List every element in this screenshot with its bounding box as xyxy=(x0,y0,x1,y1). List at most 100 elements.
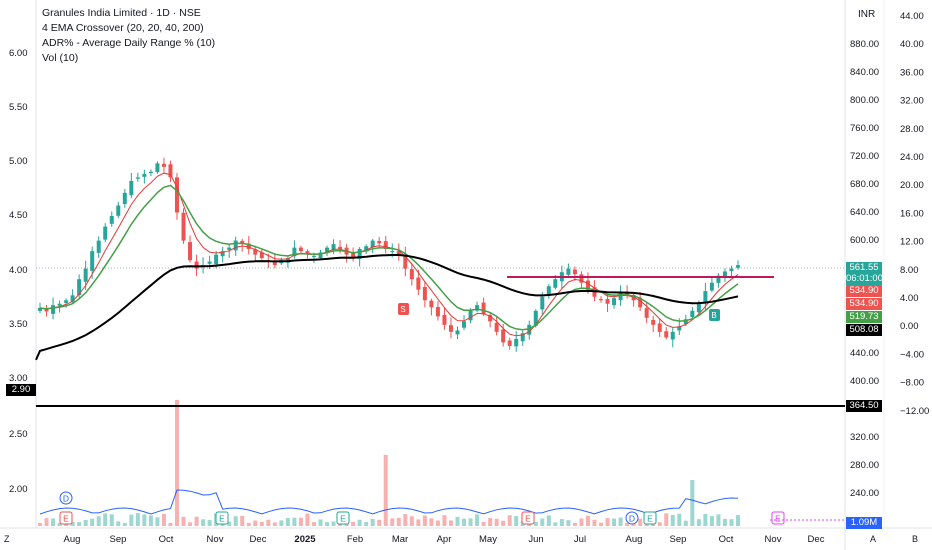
left-tick-label: 6.00 xyxy=(9,48,28,59)
timezone-button[interactable]: Z xyxy=(4,534,10,544)
volume-bar xyxy=(298,517,303,526)
price-tick-label: 320.00 xyxy=(850,432,879,443)
volume-bar xyxy=(716,514,721,526)
volume-bar xyxy=(429,518,434,526)
adr-tick-label: −12.00 xyxy=(900,406,929,417)
candle-body xyxy=(736,265,740,268)
symbol-title[interactable]: Granules India Limited · 1D · NSE xyxy=(42,7,201,19)
last-price-value: 561.55 xyxy=(849,262,879,273)
left-axis-value-tag: 2.90 xyxy=(6,384,36,396)
volume-bar xyxy=(559,519,564,526)
candle-body xyxy=(357,249,362,259)
volume-bar xyxy=(677,513,682,526)
volume-bar xyxy=(592,519,597,526)
price-tick-label: 800.00 xyxy=(850,95,879,106)
volume-bar xyxy=(194,516,199,526)
candle-body xyxy=(227,247,232,250)
candle-body xyxy=(709,282,714,291)
event-markers[interactable]: EDE E E D E E xyxy=(59,491,845,525)
volume-bar xyxy=(403,514,408,526)
earnings-marker xyxy=(336,511,350,525)
bar-countdown: 06:01:00 xyxy=(846,273,883,284)
candle-body xyxy=(44,309,49,312)
candle-body xyxy=(540,296,545,310)
candle-body xyxy=(188,242,193,261)
candle-body xyxy=(129,180,134,196)
candle-body xyxy=(390,251,395,253)
left-tick-label: 3.50 xyxy=(9,319,28,330)
volume-bar xyxy=(572,522,577,526)
volume-bar xyxy=(325,522,330,526)
adr-tick-label: 28.00 xyxy=(900,124,924,135)
candle-body xyxy=(38,307,42,311)
volume-bar xyxy=(736,515,740,526)
adr-tick-label: 12.00 xyxy=(900,237,924,248)
volume-bar xyxy=(77,522,82,526)
candle-body xyxy=(64,300,69,303)
candle-body xyxy=(77,279,82,296)
volume-tag: 1.09M xyxy=(846,517,882,529)
candle-body xyxy=(161,163,166,167)
ema-indicator-label[interactable]: 4 EMA Crossover (20, 20, 40, 200) xyxy=(42,22,204,34)
candle-body xyxy=(168,164,173,178)
b-button[interactable]: B xyxy=(912,534,919,544)
volume-indicator-label[interactable]: Vol (10) xyxy=(42,52,79,64)
candle-body xyxy=(351,253,356,259)
price-tick-label: 400.00 xyxy=(850,376,879,387)
support-price-tag: 364.50 xyxy=(846,400,882,412)
volume-bar xyxy=(683,520,688,526)
candle-body xyxy=(253,249,258,255)
volume-bar xyxy=(435,520,440,526)
candle-body xyxy=(246,243,251,250)
volume-bar xyxy=(396,517,401,526)
earnings-marker xyxy=(59,511,73,525)
candle-body xyxy=(174,177,179,213)
auto-scale-button[interactable]: A xyxy=(870,534,877,544)
candle-body xyxy=(325,247,330,252)
time-tick-label: Jul xyxy=(574,534,586,545)
currency-label[interactable]: INR xyxy=(858,9,876,20)
candle-body xyxy=(396,251,401,255)
price-tick-label: 600.00 xyxy=(850,235,879,246)
candle-body xyxy=(664,331,669,338)
candle-body xyxy=(455,330,460,335)
candle-body xyxy=(579,274,584,283)
volume-bar xyxy=(116,521,121,526)
volume-bar xyxy=(142,514,147,526)
candle-body xyxy=(612,298,617,306)
candle-body xyxy=(585,280,590,290)
event-marker-label: D xyxy=(629,514,635,524)
candle-body xyxy=(527,324,532,335)
candle-body xyxy=(670,331,675,340)
price-tick-label: 240.00 xyxy=(850,488,879,499)
event-marker-label: D xyxy=(63,494,69,504)
candle-body xyxy=(292,247,297,257)
volume-bar xyxy=(129,514,134,526)
candle-body xyxy=(501,329,506,343)
candle-body xyxy=(566,268,571,275)
candle-body xyxy=(83,268,88,282)
adr-indicator-label[interactable]: ADR% - Average Daily Range % (10) xyxy=(42,37,216,49)
volume-bar xyxy=(109,514,114,526)
volume-bar xyxy=(690,479,695,526)
volume-bar xyxy=(253,520,258,526)
time-tick-label: Apr xyxy=(437,534,452,545)
adr-tick-label: 32.00 xyxy=(900,96,924,107)
chart-legend: Granules India Limited · 1D · NSE 4 EMA … xyxy=(42,6,215,66)
candle-body xyxy=(599,299,604,301)
ema-40-line xyxy=(39,184,739,331)
volume-bar xyxy=(514,516,519,526)
candle-body xyxy=(142,173,147,177)
candle-body xyxy=(135,177,140,179)
buy-marker xyxy=(709,309,720,321)
volume-bar xyxy=(579,518,584,526)
volume-bar xyxy=(246,522,251,526)
candle-body xyxy=(716,275,721,283)
volume-bar xyxy=(553,522,558,526)
candle-body xyxy=(703,291,708,304)
ema-lines xyxy=(35,172,739,361)
volume-bar xyxy=(455,516,460,526)
event-marker-label: E xyxy=(63,514,69,524)
volume-bar xyxy=(494,518,499,526)
